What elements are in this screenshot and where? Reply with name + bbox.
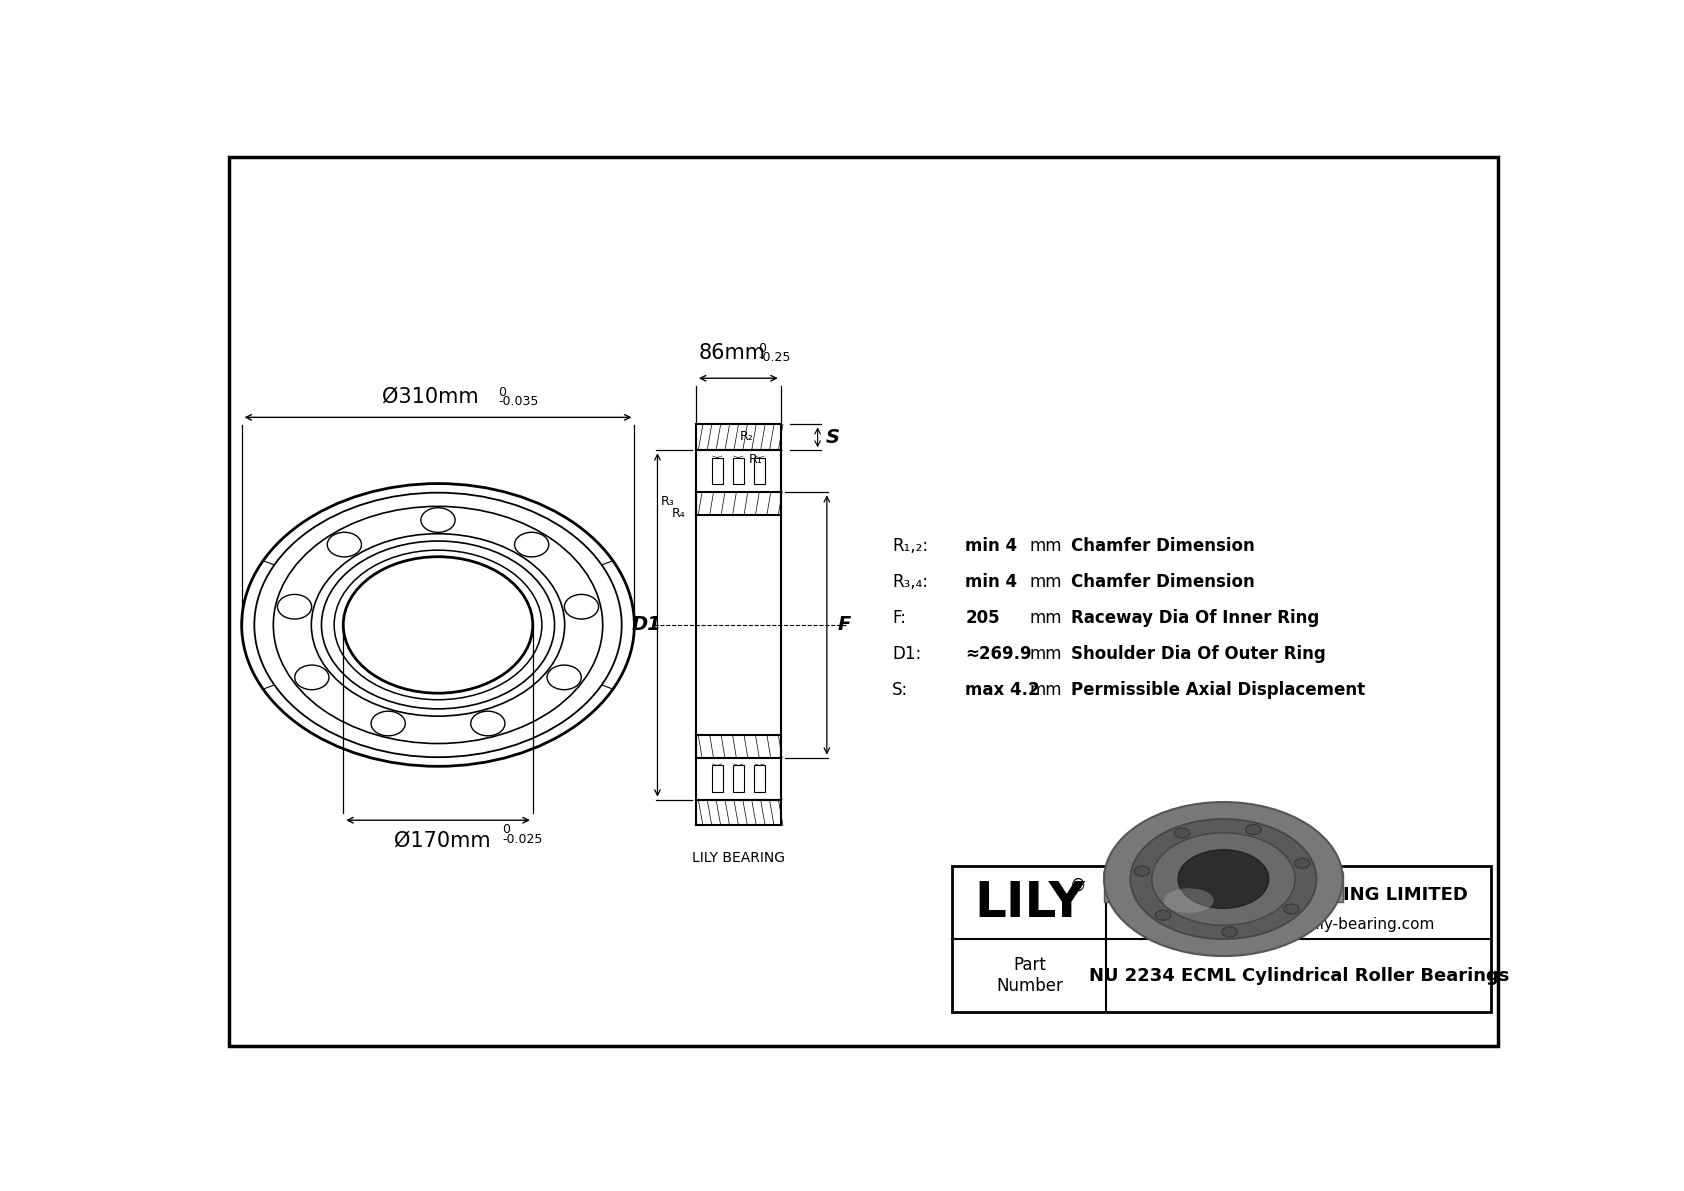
Text: Chamfer Dimension: Chamfer Dimension — [1071, 537, 1255, 555]
Ellipse shape — [547, 665, 581, 690]
Bar — [754, 457, 765, 485]
Text: S: S — [825, 428, 839, 447]
Bar — [733, 766, 744, 792]
Text: R₂: R₂ — [739, 430, 754, 443]
Bar — [953, 866, 1492, 1012]
Text: mm: mm — [1029, 646, 1063, 663]
Text: Raceway Dia Of Inner Ring: Raceway Dia Of Inner Ring — [1071, 609, 1319, 626]
Ellipse shape — [1164, 888, 1214, 913]
Text: Part
Number: Part Number — [995, 956, 1063, 994]
Text: F:: F: — [893, 609, 906, 626]
Text: 0: 0 — [498, 386, 507, 399]
Ellipse shape — [1174, 828, 1191, 838]
Text: ≈269.9: ≈269.9 — [965, 646, 1032, 663]
Ellipse shape — [421, 507, 455, 532]
Text: NU 2234 ECML Cylindrical Roller Bearings: NU 2234 ECML Cylindrical Roller Bearings — [1088, 967, 1509, 985]
Text: F: F — [837, 616, 850, 635]
Text: Email: lilybearing@lily-bearing.com: Email: lilybearing@lily-bearing.com — [1164, 917, 1435, 933]
Ellipse shape — [1295, 859, 1310, 868]
Text: Chamfer Dimension: Chamfer Dimension — [1071, 573, 1255, 591]
Text: min 4: min 4 — [965, 537, 1017, 555]
Ellipse shape — [327, 532, 362, 557]
Ellipse shape — [295, 665, 328, 690]
Bar — [1105, 873, 1342, 902]
Text: 86mm: 86mm — [699, 343, 766, 363]
Text: D1: D1 — [632, 616, 662, 635]
Text: max 4.2: max 4.2 — [965, 681, 1041, 699]
Text: D1:: D1: — [893, 646, 921, 663]
Ellipse shape — [370, 711, 406, 736]
Text: Ø310mm: Ø310mm — [382, 387, 478, 406]
Text: SHANGHAI LILY BEARING LIMITED: SHANGHAI LILY BEARING LIMITED — [1130, 886, 1468, 904]
Ellipse shape — [1152, 833, 1295, 925]
Text: R₁,₂:: R₁,₂: — [893, 537, 928, 555]
Text: LILY BEARING: LILY BEARING — [692, 850, 785, 865]
Text: mm: mm — [1029, 609, 1063, 626]
Ellipse shape — [1105, 802, 1342, 956]
Ellipse shape — [472, 711, 505, 736]
Ellipse shape — [278, 594, 312, 619]
Ellipse shape — [515, 532, 549, 557]
Ellipse shape — [1283, 904, 1300, 913]
Bar — [754, 766, 765, 792]
Ellipse shape — [564, 594, 598, 619]
Ellipse shape — [1179, 850, 1268, 909]
Text: S:: S: — [893, 681, 909, 699]
Text: R₄: R₄ — [672, 507, 685, 520]
Text: min 4: min 4 — [965, 573, 1017, 591]
Text: R₃: R₃ — [660, 494, 674, 507]
Text: 0: 0 — [502, 823, 510, 836]
Ellipse shape — [1223, 927, 1238, 937]
Bar — [733, 457, 744, 485]
Text: -0.025: -0.025 — [502, 833, 542, 846]
Text: Ø170mm: Ø170mm — [394, 831, 490, 852]
Text: ®: ® — [1069, 877, 1086, 894]
Text: -0.035: -0.035 — [498, 395, 539, 409]
Ellipse shape — [1105, 852, 1342, 894]
Ellipse shape — [1130, 819, 1317, 939]
Text: 0: 0 — [758, 342, 766, 355]
Text: Shoulder Dia Of Outer Ring: Shoulder Dia Of Outer Ring — [1071, 646, 1325, 663]
Text: 205: 205 — [965, 609, 1000, 626]
Text: mm: mm — [1029, 681, 1063, 699]
Text: R₁: R₁ — [749, 454, 763, 467]
Text: -0.25: -0.25 — [758, 351, 791, 364]
Ellipse shape — [1135, 866, 1150, 877]
Text: mm: mm — [1029, 537, 1063, 555]
Text: Permissible Axial Displacement: Permissible Axial Displacement — [1071, 681, 1366, 699]
Text: R₃,₄:: R₃,₄: — [893, 573, 928, 591]
Text: mm: mm — [1029, 573, 1063, 591]
Text: LILY: LILY — [973, 879, 1084, 927]
Ellipse shape — [1155, 910, 1170, 921]
Bar — [712, 766, 722, 792]
Bar — [712, 457, 722, 485]
Ellipse shape — [1246, 824, 1261, 835]
